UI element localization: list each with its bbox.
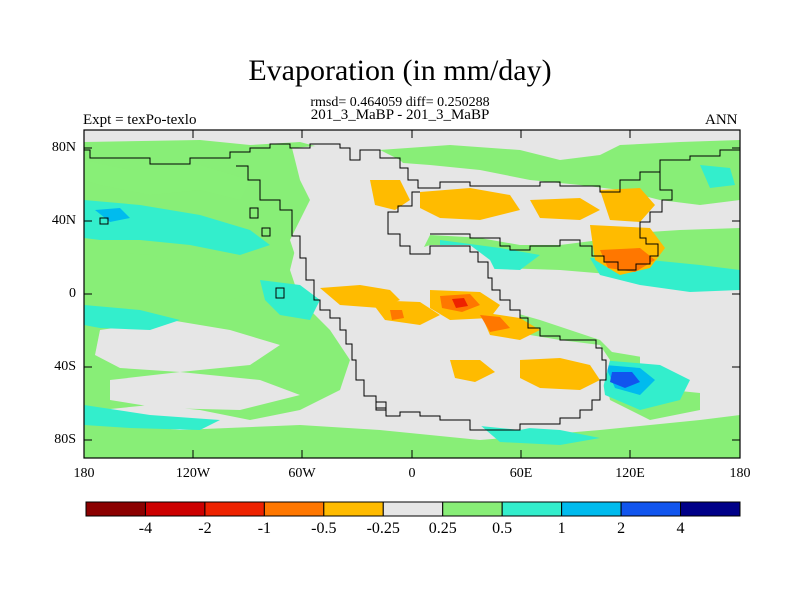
colorbar-label: 2 — [617, 520, 626, 537]
neutral-pockets — [95, 300, 735, 410]
colorbar-swatch — [561, 501, 622, 517]
colorbar — [85, 501, 741, 517]
colorbar-swatch — [263, 501, 325, 517]
plot-subtitle: 201_3_MaBP - 201_3_MaBP — [310, 107, 490, 123]
colorbar-label: -0.25 — [366, 520, 400, 537]
season-label: ANN — [705, 112, 738, 128]
colorbar-swatch — [144, 501, 206, 517]
stats-label: rmsd= 0.464059 diff= 0.250288 — [310, 95, 490, 110]
colorbar-swatch — [382, 501, 444, 517]
axis-ticks — [84, 130, 740, 458]
y-tick-0: 0 — [69, 286, 76, 301]
x-tick-180-right: 180 — [729, 466, 751, 481]
colorbar-swatch — [680, 501, 741, 517]
colorbar-swatch — [442, 501, 503, 517]
colorbar-label: -2 — [198, 520, 212, 537]
colorbar-label: 0.25 — [428, 520, 457, 537]
colorbar-swatch — [204, 501, 265, 517]
x-tick-0: 0 — [408, 466, 416, 481]
x-tick-60w: 60W — [288, 466, 316, 481]
colorbar-label: 0.5 — [492, 520, 513, 537]
x-tick-120e: 120E — [615, 466, 645, 481]
positive-big-region — [610, 372, 640, 388]
x-tick-180-left: 180 — [73, 466, 95, 481]
y-tick-40s: 40S — [54, 359, 76, 374]
colorbar-label: 4 — [676, 520, 685, 537]
y-tick-40n: 40N — [51, 213, 76, 228]
y-tick-80s: 80S — [54, 432, 76, 447]
x-tick-120w: 120W — [175, 466, 211, 481]
colorbar-swatch — [501, 501, 563, 517]
colorbar-swatch — [323, 501, 384, 517]
colorbar-label: -0.5 — [311, 520, 337, 537]
colorbar-label: 1 — [557, 520, 566, 537]
colorbar-label: -1 — [257, 520, 272, 537]
negative-large-region — [452, 298, 468, 308]
colorbar-swatch — [620, 501, 682, 517]
experiment-label: Expt = texPo-texlo — [83, 112, 197, 128]
colorbar-label: -4 — [138, 520, 153, 537]
y-tick-80n: 80N — [51, 140, 76, 155]
x-tick-60e: 60E — [509, 466, 533, 481]
colorbar-swatch — [85, 501, 146, 517]
coastline — [84, 143, 740, 431]
plot-title: Evaporation (in mm/day) — [248, 54, 552, 87]
map-panel — [83, 129, 741, 459]
